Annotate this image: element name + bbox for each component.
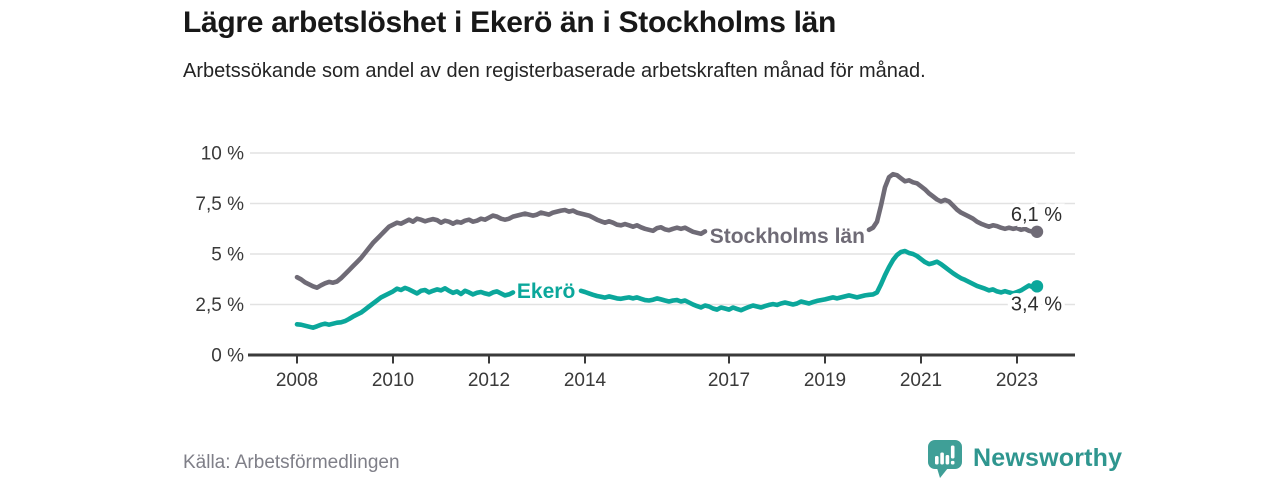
x-tick-label: 2023 — [996, 370, 1038, 391]
series-line-stockholms-lan — [294, 171, 1040, 290]
x-tick-label: 2010 — [372, 370, 414, 391]
series-label-stockholms-lan: Stockholms län — [710, 225, 865, 248]
x-tick-label: 2021 — [900, 370, 942, 391]
x-tick-label: 2012 — [468, 370, 510, 391]
chart-subtitle: Arbetssökande som andel av den registerb… — [183, 60, 926, 82]
series-line-ekero — [294, 248, 1040, 330]
series-end-dot-stockholms-lan — [1030, 225, 1044, 238]
y-axis-label: 7,5 % — [195, 194, 244, 215]
series-end-label-stockholms-lan: 6,1 % — [1011, 204, 1062, 226]
x-tick-label: 2014 — [564, 370, 607, 391]
chart-title: Lägre arbetslöshet i Ekerö än i Stockhol… — [183, 6, 837, 39]
brand-name: Newsworthy — [973, 444, 1123, 472]
x-tick-label: 2017 — [708, 370, 750, 391]
newsworthy-logo-icon — [928, 440, 962, 478]
series-end-label-ekero: 3,4 % — [1011, 293, 1062, 315]
y-axis-label: 2,5 % — [195, 295, 244, 316]
series-end-dot-ekero — [1030, 280, 1044, 293]
y-axis-label: 10 % — [201, 144, 244, 165]
y-axis-label: 0 % — [211, 346, 244, 367]
y-axis-label: 5 % — [211, 245, 244, 266]
x-tick-label: 2019 — [804, 370, 846, 391]
brand-logo: Newsworthy — [926, 438, 1122, 479]
source-note: Källa: Arbetsförmedlingen — [183, 452, 400, 473]
series-label-ekero: Ekerö — [517, 280, 575, 303]
x-tick-label: 2008 — [276, 370, 318, 391]
